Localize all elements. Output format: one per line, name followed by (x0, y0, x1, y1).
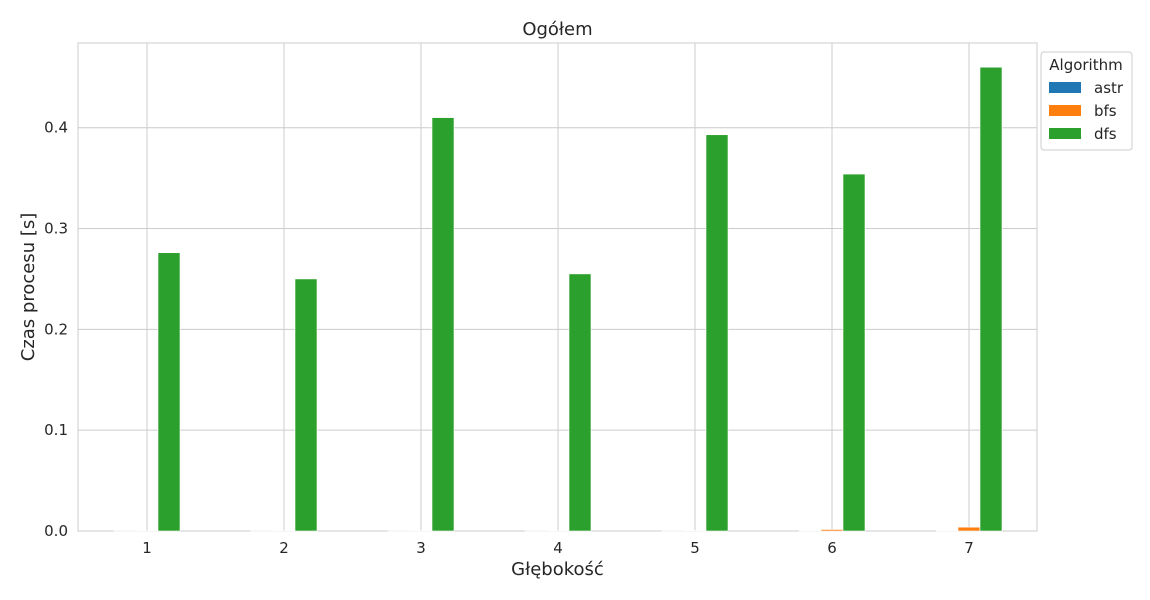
y-axis-label: Czas procesu [s] (18, 213, 39, 362)
y-tick-label: 0.4 (44, 119, 68, 137)
legend-label-bfs: bfs (1094, 102, 1117, 120)
x-tick-label: 2 (279, 539, 289, 557)
x-tick-label: 5 (690, 539, 700, 557)
bar-dfs-7 (979, 66, 1003, 532)
x-tick-labels: 1 2 3 4 5 6 7 (142, 539, 974, 557)
bar-dfs-3 (431, 117, 455, 532)
legend-label-dfs: dfs (1094, 125, 1117, 143)
x-axis-label: Głębokość (511, 559, 604, 580)
bar-dfs-1 (157, 252, 181, 532)
y-tick-labels: 0.0 0.1 0.2 0.3 0.4 (44, 119, 68, 540)
bar-bfs-7 (957, 526, 981, 532)
legend-swatch-bfs (1049, 105, 1081, 116)
legend-title: Algorithm (1049, 56, 1122, 74)
legend-label-astr: astr (1094, 79, 1124, 97)
y-tick-label: 0.1 (44, 421, 68, 439)
bar-bfs-6 (820, 529, 844, 532)
legend: Algorithm astr bfs dfs (1040, 51, 1133, 151)
legend-box (1040, 51, 1133, 151)
y-tick-label: 0.2 (44, 320, 68, 338)
legend-swatch-dfs (1049, 128, 1081, 139)
x-tick-label: 7 (964, 539, 974, 557)
y-tick-label: 0.3 (44, 220, 68, 238)
bar-dfs-4 (568, 273, 592, 532)
bars (113, 66, 1003, 532)
x-tick-label: 1 (142, 539, 152, 557)
x-tick-label: 3 (416, 539, 426, 557)
chart-title: Ogółem (522, 19, 592, 40)
x-grid (146, 43, 970, 531)
x-tick-label: 6 (827, 539, 837, 557)
bar-dfs-5 (705, 134, 729, 532)
legend-swatch-astr (1049, 82, 1081, 93)
legend-items: astr bfs dfs (1049, 79, 1124, 143)
y-tick-label: 0.0 (44, 522, 68, 540)
x-tick-label: 4 (553, 539, 563, 557)
bar-dfs-6 (842, 173, 866, 532)
bar-dfs-2 (294, 278, 318, 532)
